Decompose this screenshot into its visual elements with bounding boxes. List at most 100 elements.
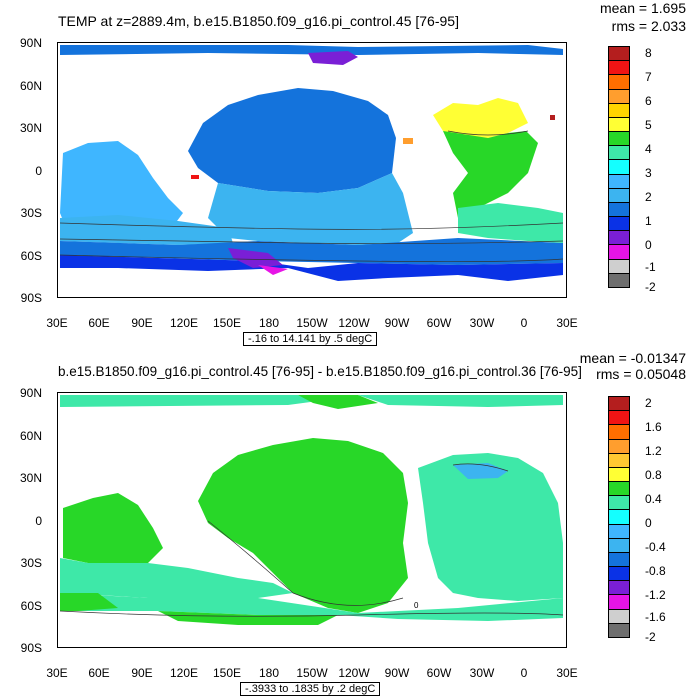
- lon-label-0: 0: [520, 316, 528, 330]
- lon-label-150e: 150E: [212, 316, 242, 330]
- lon-label-60e: 60E: [88, 316, 110, 330]
- colorbar-segment: [608, 438, 630, 454]
- colorbar-segment: [608, 466, 630, 483]
- lat-label-90s: 90S: [20, 291, 42, 305]
- lon-label-150w: 150W: [296, 666, 328, 680]
- colorbar-label: 0: [645, 516, 652, 530]
- colorbar-segment: [608, 580, 630, 596]
- colorbar-segment: [608, 495, 630, 511]
- colorbar-segment: [608, 608, 630, 624]
- colorbar-segment: [608, 102, 630, 118]
- lon-label-120e: 120E: [169, 666, 199, 680]
- contour-info: -.16 to 14.141 by .5 degC: [243, 332, 378, 346]
- lon-label-180: 180: [258, 666, 280, 680]
- colorbar-label: -1.2: [645, 588, 666, 602]
- lon-label-30e: 30E: [46, 666, 68, 680]
- colorbar-label: 1.2: [645, 444, 662, 458]
- colorbar-segment: [608, 551, 630, 568]
- lon-label-120e: 120E: [169, 316, 199, 330]
- colorbar-segment: [608, 173, 630, 189]
- lat-label-60s: 60S: [20, 249, 42, 263]
- colorbar-label: 1: [645, 214, 652, 228]
- colorbar-segment: [608, 424, 630, 440]
- bottom-panel: b.e15.B1850.f09_g16.pi_control.45 [76-95…: [0, 350, 700, 700]
- colorbar-segment: [608, 46, 630, 62]
- colorbar-segment: [608, 216, 630, 232]
- contour-info: -.3933 to .1835 by .2 degC: [240, 682, 381, 696]
- panel-title: TEMP at z=2889.4m, b.e15.B1850.f09_g16.p…: [58, 13, 459, 29]
- lat-label-30s: 30S: [20, 556, 42, 570]
- colorbar-segment: [608, 396, 630, 412]
- colorbar: [608, 396, 630, 638]
- lat-label-90s: 90S: [20, 641, 42, 655]
- rms-label: rms = 2.033: [611, 18, 686, 34]
- colorbar-segment: [608, 509, 630, 525]
- colorbar-segment: [608, 187, 630, 203]
- colorbar-segment: [608, 594, 630, 610]
- colorbar-label: -1: [645, 260, 656, 274]
- colorbar-segment: [608, 159, 630, 175]
- colorbar-segment: [608, 116, 630, 133]
- map-svg: 0: [59, 395, 564, 625]
- lon-label-60e: 60E: [88, 666, 110, 680]
- colorbar-label: 8: [645, 46, 652, 60]
- colorbar-segment: [608, 410, 630, 426]
- colorbar-label: 2: [645, 396, 652, 410]
- colorbar-label: 7: [645, 70, 652, 84]
- colorbar-segment: [608, 244, 630, 260]
- lat-label-60n: 60N: [19, 79, 42, 93]
- lat-label-0: 0: [35, 164, 42, 178]
- lat-label-60n: 60N: [19, 429, 42, 443]
- colorbar-segment: [608, 145, 630, 161]
- lat-label-30n: 30N: [19, 471, 42, 485]
- lon-label-30e-end: 30E: [556, 316, 578, 330]
- colorbar-label: -1.6: [645, 610, 666, 624]
- lon-label-90w: 90W: [384, 316, 410, 330]
- colorbar-label: -0.8: [645, 564, 666, 578]
- colorbar-segment: [608, 481, 630, 497]
- lat-label-60s: 60S: [20, 599, 42, 613]
- colorbar: [608, 46, 630, 288]
- lat-label-90n: 90N: [19, 36, 42, 50]
- lat-label-0: 0: [35, 514, 42, 528]
- panel-title: b.e15.B1850.f09_g16.pi_control.45 [76-95…: [58, 364, 582, 379]
- lon-label-60w: 60W: [426, 316, 452, 330]
- colorbar-label: 5: [645, 118, 652, 132]
- lon-label-0: 0: [520, 666, 528, 680]
- colorbar-label: 4: [645, 142, 652, 156]
- colorbar-segment: [608, 88, 630, 104]
- colorbar-segment: [608, 452, 630, 468]
- contour-zero-label: 0: [414, 601, 419, 610]
- colorbar-label: -2: [645, 630, 656, 644]
- rms-label: rms = 0.05048: [596, 366, 686, 382]
- top-panel: TEMP at z=2889.4m, b.e15.B1850.f09_g16.p…: [19, 0, 686, 346]
- lon-label-150w: 150W: [296, 316, 328, 330]
- lon-label-120w: 120W: [338, 666, 370, 680]
- colorbar-segment: [608, 230, 630, 246]
- lat-label-90n: 90N: [19, 386, 42, 400]
- map-svg: [59, 45, 564, 281]
- lon-label-30e-end: 30E: [556, 666, 578, 680]
- colorbar-segment: [608, 131, 630, 147]
- lon-label-180: 180: [258, 316, 280, 330]
- colorbar-label: 2: [645, 190, 652, 204]
- lat-label-30n: 30N: [19, 121, 42, 135]
- colorbar-label: -0.4: [645, 540, 666, 554]
- colorbar-segment: [608, 258, 630, 274]
- lat-label-30s: 30S: [20, 206, 42, 220]
- lon-label-60w: 60W: [426, 666, 452, 680]
- colorbar-segment: [608, 622, 630, 638]
- colorbar-segment: [608, 537, 630, 553]
- lon-label-150e: 150E: [212, 666, 242, 680]
- lon-label-120w: 120W: [338, 316, 370, 330]
- lon-label-30w: 30W: [469, 666, 495, 680]
- colorbar-segment: [608, 60, 630, 76]
- lon-label-90w: 90W: [384, 666, 410, 680]
- colorbar-label: 0.8: [645, 468, 662, 482]
- colorbar-label: 0: [645, 238, 652, 252]
- map-plot: [57, 42, 567, 298]
- colorbar-label: 1.6: [645, 420, 662, 434]
- mean-label: mean = -0.01347: [579, 350, 686, 366]
- lon-label-90e: 90E: [131, 666, 153, 680]
- colorbar-segment: [608, 74, 630, 90]
